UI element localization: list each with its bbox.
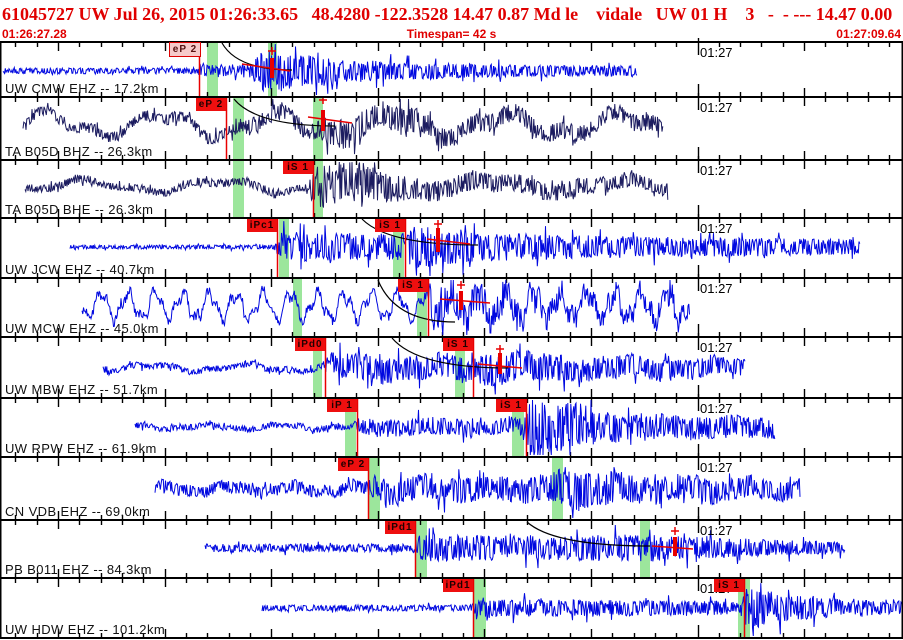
station-label: TA B05D BHZ -- 26.3km: [5, 144, 153, 159]
waveform-trace[interactable]: [22, 98, 664, 155]
pick-label-ipd0[interactable]: iPd0: [295, 338, 325, 351]
panel-divider: [0, 577, 903, 579]
time-tick-marks: [14, 38, 891, 97]
pick-label-ep2[interactable]: eP 2: [169, 42, 201, 57]
station-label: UW CMW EHZ -- 17.2km: [5, 81, 159, 96]
panel-divider: [0, 397, 903, 399]
plot-bottom-border: [0, 637, 903, 639]
coda-cross-marker[interactable]: [457, 281, 465, 289]
coda-decay-curve: [526, 521, 651, 547]
coda-duration-line[interactable]: [651, 545, 694, 550]
time-tick-marks: [14, 214, 891, 278]
arrival-window-band: [293, 279, 302, 337]
pick-label-ep2[interactable]: eP 2: [338, 458, 368, 471]
window-end-time: 01:27:09.64: [836, 27, 901, 41]
minute-label: 01:27: [700, 45, 733, 60]
pick-label-ip1[interactable]: iP 1: [327, 399, 357, 412]
pick-label-is1[interactable]: iS 1: [375, 219, 405, 232]
waveform-trace[interactable]: [24, 161, 669, 208]
arrival-window-band: [345, 399, 356, 457]
waveform-trace[interactable]: [261, 583, 903, 637]
pick-label-is1[interactable]: iS 1: [443, 338, 473, 351]
panel-divider: [0, 277, 903, 279]
panel-divider: [0, 456, 903, 458]
panel-divider: [0, 217, 903, 219]
minute-label: 01:27: [700, 100, 733, 115]
waveform-trace[interactable]: [69, 221, 861, 277]
time-tick-marks: [14, 516, 891, 578]
coda-duration-line[interactable]: [241, 63, 291, 72]
time-tick-marks: [14, 453, 891, 520]
coda-decay-curve: [233, 98, 336, 127]
coda-decay-curve: [391, 337, 509, 369]
station-label: UW JCW EHZ -- 40.7km: [5, 262, 155, 277]
coda-cross-marker[interactable]: [268, 47, 276, 55]
coda-duration-line[interactable]: [426, 238, 471, 245]
waveform-trace[interactable]: [81, 279, 690, 336]
time-tick-marks: [14, 274, 891, 337]
minute-label: 01:27: [700, 340, 733, 355]
panel-divider: [0, 519, 903, 521]
timespan-label: Timespan= 42 s: [406, 27, 497, 41]
pick-label-ipd1[interactable]: iPd1: [385, 521, 415, 534]
coda-cross-marker[interactable]: [434, 220, 442, 228]
minute-label: 01:27: [700, 163, 733, 178]
minute-label: 01:27: [700, 523, 733, 538]
station-label: UW RPW EHZ -- 61.9km: [5, 441, 157, 456]
pick-label-is1[interactable]: iS 1: [714, 579, 744, 592]
panel-divider: [0, 41, 903, 43]
coda-duration-line[interactable]: [307, 116, 353, 124]
coda-duration-line[interactable]: [439, 298, 491, 304]
arrival-window-band: [313, 98, 323, 160]
arrival-window-band: [279, 219, 289, 278]
arrival-window-band: [417, 279, 427, 337]
station-label: CN VDB EHZ -- 69.0km: [5, 504, 151, 519]
panel-divider: [0, 336, 903, 338]
arrival-window-band: [233, 161, 244, 218]
plot-left-border: [0, 42, 2, 638]
plot-right-border: [901, 42, 903, 638]
panel-divider: [0, 96, 903, 98]
coda-decay-curve: [377, 279, 456, 323]
pick-label-ipd1[interactable]: iPd1: [443, 579, 473, 592]
waveform-trace[interactable]: [154, 467, 801, 519]
time-tick-marks: [14, 574, 891, 638]
arrival-window-band: [415, 521, 427, 578]
pick-label-is1[interactable]: iS 1: [398, 279, 428, 292]
station-label: UW MCW EHZ -- 45.0km: [5, 321, 159, 336]
station-label: UW HDW EHZ -- 101.2km: [5, 622, 166, 637]
waveform-trace[interactable]: [204, 524, 846, 569]
time-tick-marks: [14, 156, 891, 218]
waveform-trace[interactable]: [2, 43, 638, 96]
time-window-bar: 01:26:27.28 Timespan= 42 s 01:27:09.64: [0, 27, 903, 42]
panel-divider: [0, 159, 903, 161]
pick-label-ipc1[interactable]: iPc1: [247, 219, 277, 232]
station-label: PB B011 EHZ -- 84.3km: [5, 562, 152, 577]
station-label: UW MBW EHZ -- 51.7km: [5, 382, 159, 397]
waveform-trace[interactable]: [102, 342, 746, 395]
coda-cross-marker[interactable]: [671, 527, 679, 535]
minute-label: 01:27: [700, 221, 733, 236]
coda-cross-marker[interactable]: [496, 345, 504, 353]
waveform-trace[interactable]: [134, 399, 776, 456]
station-label: TA B05D BHE -- 26.3km: [5, 202, 154, 217]
pick-label-is1[interactable]: iS 1: [283, 161, 313, 174]
event-header: 61045727 UW Jul 26, 2015 01:26:33.65 48.…: [2, 4, 893, 24]
minute-label: 01:27: [700, 281, 733, 296]
pick-label-ep2[interactable]: eP 2: [196, 98, 226, 111]
pick-label-is1[interactable]: iS 1: [496, 399, 526, 412]
coda-decay-curve: [361, 218, 479, 246]
window-start-time: 01:26:27.28: [2, 27, 67, 41]
minute-label: 01:27: [700, 401, 733, 416]
minute-label: 01:27: [700, 460, 733, 475]
